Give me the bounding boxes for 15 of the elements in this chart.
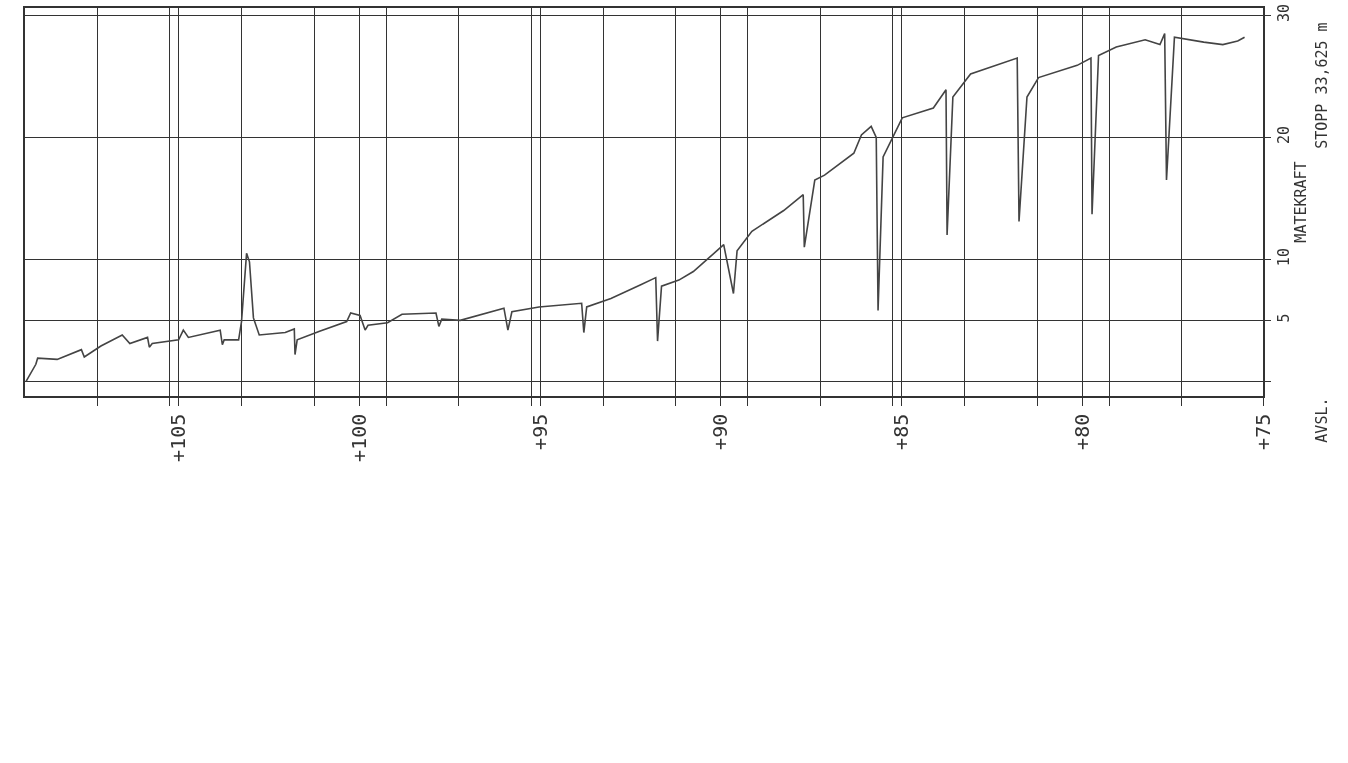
y-axis-title: MATEKRAFT bbox=[1292, 161, 1311, 243]
line-series bbox=[25, 32, 1246, 383]
x-tick-label: +105 bbox=[166, 413, 191, 462]
y-tick-label: 30 bbox=[1274, 4, 1293, 23]
x-tick-label: +100 bbox=[346, 413, 371, 462]
y-tick-label: 10 bbox=[1274, 248, 1293, 267]
text: STOPP 33,625 m bbox=[1312, 22, 1331, 149]
x-tick-label: +80 bbox=[1069, 413, 1094, 450]
y-tick-label: 20 bbox=[1274, 126, 1293, 145]
x-tick-label: +75 bbox=[1250, 413, 1275, 450]
x-tick-label: +90 bbox=[708, 413, 733, 450]
x-tick-label: +95 bbox=[527, 413, 552, 450]
y-tick-label: 5 bbox=[1274, 313, 1293, 323]
text: AVSL. bbox=[1312, 397, 1331, 443]
x-tick-label: +85 bbox=[889, 413, 914, 450]
